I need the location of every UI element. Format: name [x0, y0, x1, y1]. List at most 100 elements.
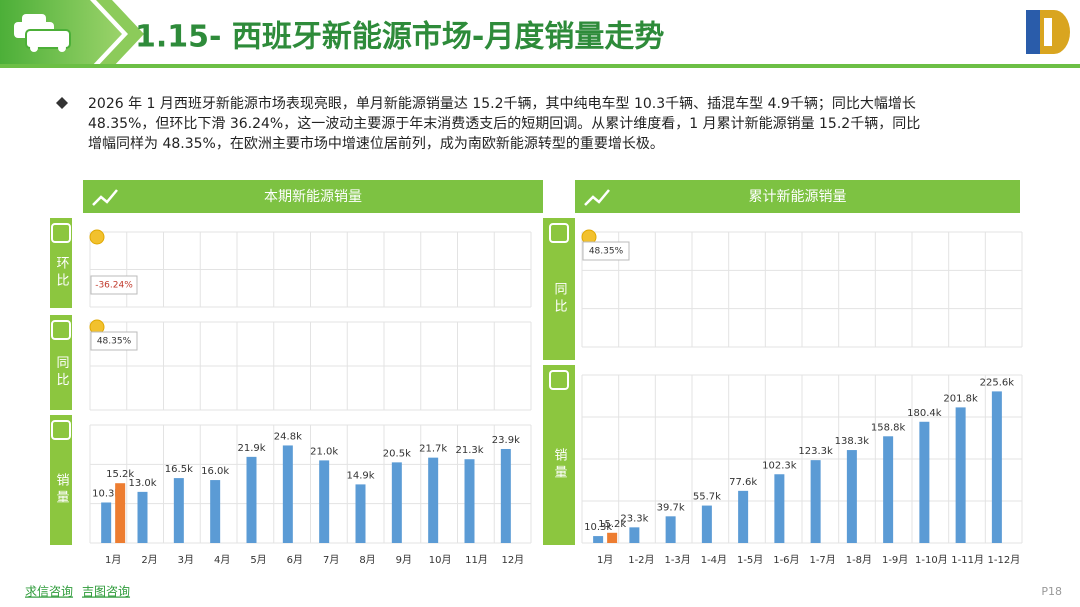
x-tick-label: 1月 — [597, 554, 613, 566]
data-label: 20.5k — [383, 448, 411, 459]
bar — [607, 532, 618, 543]
data-label: 158.8k — [871, 422, 906, 433]
bar — [173, 478, 184, 543]
data-label: 55.7k — [693, 492, 721, 503]
bar — [774, 474, 785, 543]
x-tick-label: 5月 — [250, 554, 266, 566]
bar — [282, 445, 293, 543]
data-label: 16.0k — [201, 466, 229, 477]
bullet-icon — [56, 97, 68, 109]
side-icon — [549, 223, 569, 243]
bar — [464, 459, 475, 543]
panel-title: 累计新能源销量 — [749, 189, 847, 205]
page-number: P18 — [1041, 585, 1062, 598]
annotation: 48.35% — [97, 337, 132, 347]
side-label: 同比 — [54, 356, 69, 390]
x-tick-label: 1-4月 — [701, 554, 727, 566]
side-label: 环比 — [54, 256, 70, 290]
annotation-box — [582, 241, 630, 261]
data-label: 39.7k — [657, 502, 685, 513]
annotation-box — [90, 331, 138, 351]
header-icon — [92, 189, 118, 206]
bar — [391, 462, 402, 543]
data-label: 21.3k — [455, 445, 483, 456]
bar — [738, 490, 749, 543]
panel-header — [83, 180, 543, 213]
data-label: 138.3k — [835, 436, 870, 447]
x-tick-label: 2月 — [141, 554, 157, 566]
x-tick-label: 3月 — [178, 554, 194, 566]
bar — [101, 502, 112, 543]
x-tick-label: 1-10月 — [915, 554, 948, 566]
data-label: 23.9k — [492, 435, 520, 446]
bullet-text: 48.35%，但环比下滑 36.24%，这一波动主要源于年末消费透支后的短期回调… — [88, 115, 920, 132]
side-label: 销量 — [552, 448, 568, 482]
bar — [810, 460, 821, 543]
data-label: 180.4k — [907, 408, 942, 419]
data-label: 15.2k — [598, 519, 626, 530]
bar — [701, 505, 712, 543]
data-label: 10.3k — [92, 488, 120, 499]
x-tick-label: 9月 — [396, 554, 412, 566]
x-tick-label: 1-11月 — [951, 554, 984, 566]
data-label: 77.6k — [729, 477, 757, 488]
data-label: 23.3k — [620, 513, 648, 524]
x-tick-label: 1-5月 — [737, 554, 763, 566]
bar — [991, 391, 1002, 543]
data-label: 21.7k — [419, 444, 447, 455]
bar — [955, 407, 966, 543]
x-tick-label: 8月 — [359, 554, 375, 566]
data-label: 21.0k — [310, 446, 338, 457]
x-tick-label: 4月 — [214, 554, 230, 566]
bar — [355, 484, 366, 543]
panel-header — [575, 180, 1020, 213]
car-icon — [14, 14, 71, 52]
x-tick-label: 10月 — [429, 554, 452, 566]
data-label: 225.6k — [980, 377, 1015, 388]
side-label-bg — [50, 218, 72, 308]
bar — [210, 480, 221, 543]
footer-link[interactable]: 求信咨询 — [25, 584, 73, 599]
bar — [665, 516, 676, 543]
side-icon — [51, 320, 71, 340]
side-icon — [549, 370, 569, 390]
bar — [500, 448, 511, 543]
annotation-box — [90, 275, 138, 295]
header-icon — [584, 189, 610, 206]
data-label: 13.0k — [128, 478, 156, 489]
x-tick-label: 1-12月 — [988, 554, 1021, 566]
annotation: 48.35% — [589, 247, 624, 257]
annotation-icon — [89, 229, 105, 245]
bar — [137, 491, 148, 543]
bar — [319, 460, 330, 543]
header-bg — [0, 0, 1080, 68]
x-tick-label: 1-2月 — [628, 554, 654, 566]
side-label: 同比 — [552, 282, 567, 316]
bar — [919, 421, 930, 543]
data-label: 24.8k — [274, 431, 302, 442]
data-label: 16.5k — [165, 464, 193, 475]
x-tick-label: 6月 — [287, 554, 303, 566]
x-tick-label: 1-3月 — [664, 554, 690, 566]
x-tick-label: 1-9月 — [882, 554, 908, 566]
footer-link[interactable]: 吉图咨询 — [82, 584, 130, 599]
bar — [593, 536, 604, 543]
data-label: 102.3k — [762, 460, 797, 471]
panel-title: 本期新能源销量 — [264, 189, 362, 205]
data-label: 14.9k — [346, 470, 374, 481]
header-chevron — [96, 0, 144, 68]
data-label: 15.2k — [106, 469, 134, 480]
bar — [246, 456, 257, 543]
title: 1.15- 西班牙新能源市场-月度销量走势 — [135, 20, 664, 55]
bullet-text: 增幅同样为 48.35%，在欧洲主要市场中增速位居前列，成为南欧新能源转型的重要… — [88, 135, 664, 152]
x-tick-label: 11月 — [465, 554, 488, 566]
data-label: 21.9k — [237, 443, 265, 454]
side-label-bg — [543, 365, 575, 545]
side-label: 销量 — [54, 473, 70, 507]
side-icon — [51, 223, 71, 243]
x-tick-label: 1-7月 — [809, 554, 835, 566]
bar — [115, 483, 126, 543]
bar — [629, 527, 640, 543]
